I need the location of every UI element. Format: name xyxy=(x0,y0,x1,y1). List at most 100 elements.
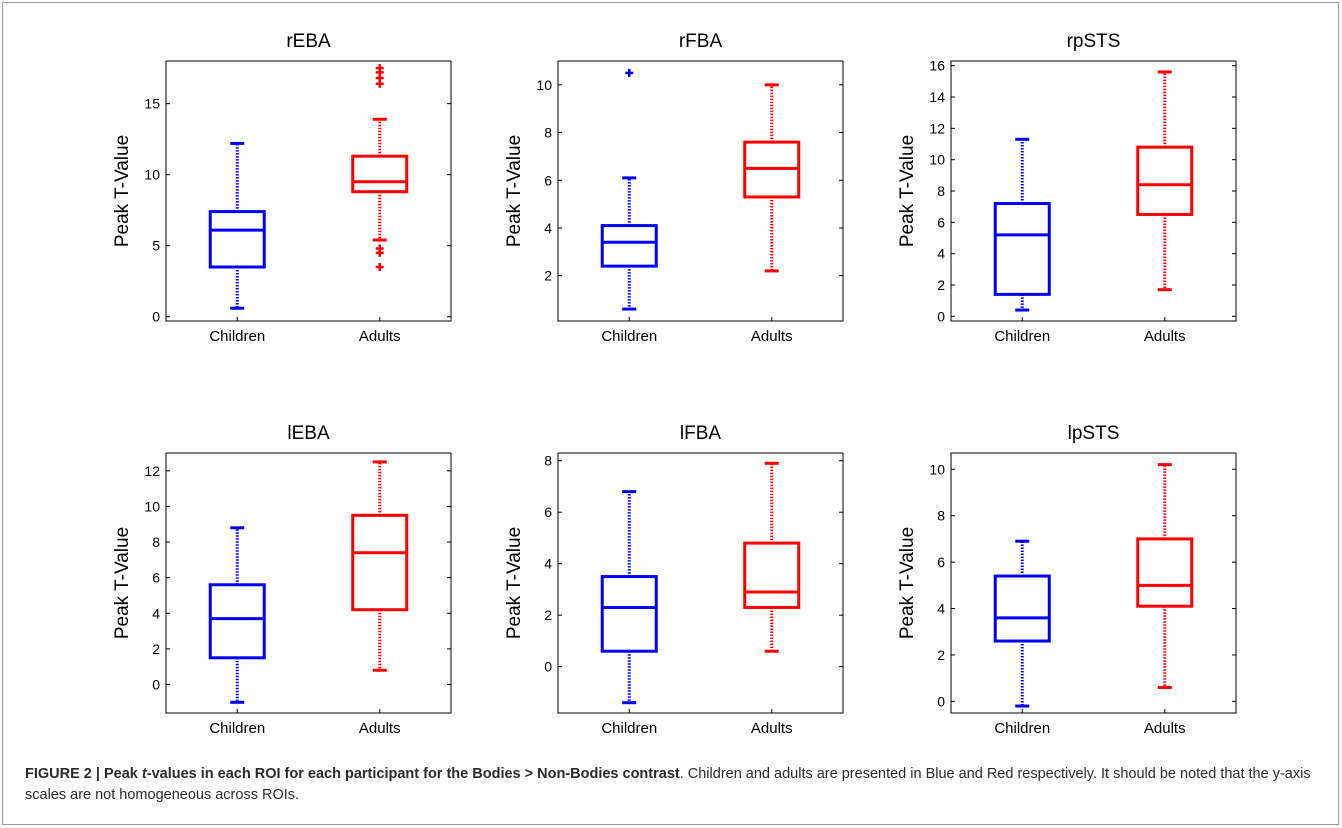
x-tick-label: Adults xyxy=(359,720,401,737)
y-axis-label: Peak T-Value xyxy=(504,527,525,639)
x-tick-label: Children xyxy=(994,328,1050,345)
boxplot-rfba: rFBA Peak T-Value 2 4 6 8 10 Children Adults xyxy=(503,11,848,356)
y-tick-label: 15 xyxy=(144,96,160,112)
box-children xyxy=(993,137,1051,312)
boxplot-leba: lEBA Peak T-Value 0 2 4 6 8 10 12 Children Adults xyxy=(111,403,456,748)
caption-label: FIGURE 2 | Peak t-values in each ROI for… xyxy=(25,766,680,782)
y-axis-label: Peak T-Value xyxy=(897,527,918,639)
y-tick-label: 4 xyxy=(937,246,945,262)
y-tick-label: 2 xyxy=(544,607,552,623)
y-tick-label: 8 xyxy=(937,183,945,199)
y-tick-label: 2 xyxy=(152,641,160,657)
caption-text: . Children and adults are presented in B… xyxy=(25,766,1311,803)
y-tick-label: 8 xyxy=(544,453,552,469)
y-tick-label: 10 xyxy=(144,167,160,183)
boxplot-lfba: lFBA Peak T-Value 0 2 4 6 8 Children Adults xyxy=(503,403,848,748)
boxplot-rpsts: rpSTS Peak T-Value 0 2 4 6 8 10 12 14 16 Children Ad… xyxy=(896,11,1241,356)
y-tick-label: 10 xyxy=(536,77,552,93)
box-adults xyxy=(1136,463,1194,689)
y-tick-label: 6 xyxy=(152,570,160,586)
box-children xyxy=(600,68,658,311)
box-children xyxy=(208,141,266,310)
outlier-marker xyxy=(375,244,384,253)
y-tick-label: 8 xyxy=(152,534,160,550)
y-tick-label: 10 xyxy=(929,461,945,477)
panel-title: lpSTS xyxy=(1068,423,1120,444)
iqr-box xyxy=(993,574,1051,643)
iqr-box xyxy=(1136,537,1194,608)
y-tick-label: 6 xyxy=(544,504,552,520)
boxplot-svg: lpSTS Peak T-Value 0 2 4 6 8 10 Children Adults xyxy=(897,423,1237,737)
boxplot-lpsts: lpSTS Peak T-Value 0 2 4 6 8 10 Children Adults xyxy=(896,403,1241,748)
x-tick-label: Children xyxy=(601,328,657,345)
panel-title: rpSTS xyxy=(1067,31,1121,52)
box-adults xyxy=(351,64,409,272)
y-tick-label: 0 xyxy=(152,309,160,325)
panel-title: rEBA xyxy=(286,31,331,52)
y-tick-label: 6 xyxy=(544,172,552,188)
iqr-box xyxy=(600,224,658,268)
x-tick-label: Children xyxy=(209,328,265,345)
panel-title: lEBA xyxy=(287,423,330,444)
box-adults xyxy=(743,461,801,653)
y-tick-label: 0 xyxy=(152,677,160,693)
x-tick-label: Children xyxy=(209,720,265,737)
y-tick-label: 12 xyxy=(929,120,945,136)
x-tick-label: Adults xyxy=(359,328,401,345)
iqr-box xyxy=(351,154,409,194)
y-tick-label: 10 xyxy=(929,152,945,168)
y-axis-label: Peak T-Value xyxy=(112,527,133,639)
y-tick-label: 12 xyxy=(144,463,160,479)
box-children xyxy=(208,526,266,704)
y-tick-label: 6 xyxy=(937,214,945,230)
box-adults xyxy=(1136,70,1194,292)
outlier-marker xyxy=(625,68,634,77)
iqr-box xyxy=(1136,145,1194,216)
x-tick-label: Adults xyxy=(751,328,793,345)
outlier-marker xyxy=(375,64,384,73)
boxplot-svg: rFBA Peak T-Value 2 4 6 8 10 Children Adults xyxy=(504,31,844,345)
y-tick-label: 0 xyxy=(937,308,945,324)
plot-frame xyxy=(557,452,844,714)
iqr-box xyxy=(600,575,658,653)
y-tick-label: 4 xyxy=(937,601,945,617)
y-tick-label: 6 xyxy=(937,554,945,570)
y-tick-label: 14 xyxy=(929,89,945,105)
y-tick-label: 4 xyxy=(152,605,160,621)
plot-frame xyxy=(165,452,452,714)
y-tick-label: 2 xyxy=(937,647,945,663)
panel-title: lFBA xyxy=(680,423,722,444)
plot-frame xyxy=(165,60,452,322)
y-tick-label: 16 xyxy=(929,58,945,74)
y-axis-label: Peak T-Value xyxy=(897,135,918,247)
y-axis-label: Peak T-Value xyxy=(504,135,525,247)
boxplot-svg: lEBA Peak T-Value 0 2 4 6 8 10 12 Children Adults xyxy=(112,423,452,737)
x-tick-label: Children xyxy=(994,720,1050,737)
y-tick-label: 0 xyxy=(937,693,945,709)
boxplot-svg: rpSTS Peak T-Value 0 2 4 6 8 10 12 14 16 Children Ad… xyxy=(897,31,1237,345)
box-children xyxy=(600,490,658,705)
y-axis-label: Peak T-Value xyxy=(112,135,133,247)
boxplot-svg: rEBA Peak T-Value 0 5 10 15 Children Adults xyxy=(112,31,452,345)
figure-caption: FIGURE 2 | Peak t-values in each ROI for… xyxy=(25,764,1325,806)
y-tick-label: 2 xyxy=(544,268,552,284)
iqr-box xyxy=(208,210,266,269)
x-tick-label: Adults xyxy=(751,720,793,737)
x-tick-label: Children xyxy=(601,720,657,737)
y-tick-label: 4 xyxy=(544,556,552,572)
y-tick-label: 8 xyxy=(937,508,945,524)
panel-title: rFBA xyxy=(679,31,723,52)
box-adults xyxy=(351,460,409,672)
x-tick-label: Adults xyxy=(1144,328,1186,345)
y-tick-label: 2 xyxy=(937,277,945,293)
iqr-box xyxy=(208,583,266,660)
x-tick-label: Adults xyxy=(1144,720,1186,737)
plot-frame xyxy=(950,452,1237,714)
box-adults xyxy=(743,83,801,273)
y-tick-label: 5 xyxy=(152,238,160,254)
y-tick-label: 4 xyxy=(544,220,552,236)
iqr-box xyxy=(993,202,1051,296)
iqr-box xyxy=(351,513,409,612)
y-tick-label: 8 xyxy=(544,125,552,141)
